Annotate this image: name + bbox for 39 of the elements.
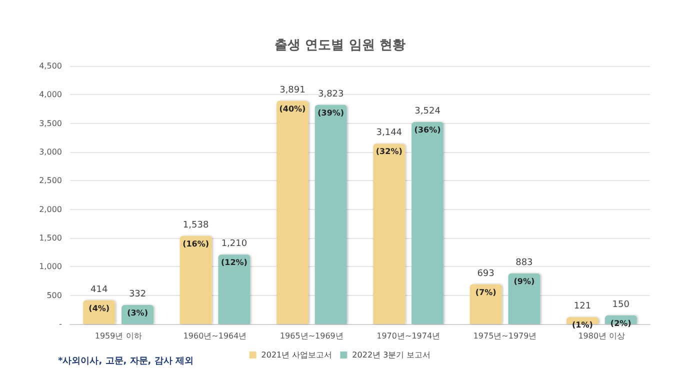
text: 1,210 (12%)	[220, 239, 248, 268]
legend-label: 2022년 3분기 보고서	[352, 350, 431, 360]
text: 414 (4%)	[88, 284, 110, 313]
x-tick-label: 1970년~1974년	[376, 332, 440, 340]
text: 3,891 (40%)	[279, 85, 306, 114]
text: 332 (3%)	[127, 289, 148, 318]
text: 3,524 (36%)	[414, 106, 441, 134]
bar	[180, 236, 212, 324]
x-tick-label: 1960년~1964년	[183, 332, 247, 340]
y-tick-label: 2,000	[39, 204, 62, 214]
x-tick-label: 1959년 이하	[94, 332, 142, 340]
y-tick-label: 500	[46, 290, 62, 300]
y-tick-label: -	[59, 320, 62, 328]
y-tick-label: 3,000	[39, 148, 62, 156]
bar	[373, 144, 406, 324]
y-tick-label: 2,500	[39, 176, 62, 186]
y-tick-label: 4,500	[39, 62, 62, 70]
y-tick-label: 3,500	[39, 118, 62, 128]
x-tick-label: 1980년 이상	[578, 332, 626, 340]
bar	[218, 254, 250, 324]
y-tick-label: 1,500	[39, 234, 62, 242]
text: 1,538 (16%)	[182, 220, 210, 248]
y-tick-label: 1,000	[39, 262, 62, 272]
text: 121 (1%)	[572, 302, 593, 330]
chart-title: 출생 연도별 임원 현황	[274, 38, 406, 53]
x-tick-label: 1975년~1979년	[473, 332, 537, 340]
bar	[508, 273, 540, 324]
text: *사외이사, 고문, 자문, 감사 제외	[58, 356, 194, 366]
bar	[276, 100, 308, 324]
legend-label: 2021년 사업보고서	[261, 350, 332, 360]
bar	[314, 104, 347, 324]
text: 883 (9%)	[514, 258, 535, 286]
text: 693 (7%)	[475, 268, 496, 297]
bar	[470, 284, 502, 324]
y-tick-label: 4,000	[39, 90, 62, 100]
x-tick-label: 1965년~1969년	[280, 332, 344, 340]
text: 3,144 (32%)	[376, 128, 402, 156]
bar	[412, 122, 444, 324]
text: 3,823 (39%)	[318, 89, 344, 118]
